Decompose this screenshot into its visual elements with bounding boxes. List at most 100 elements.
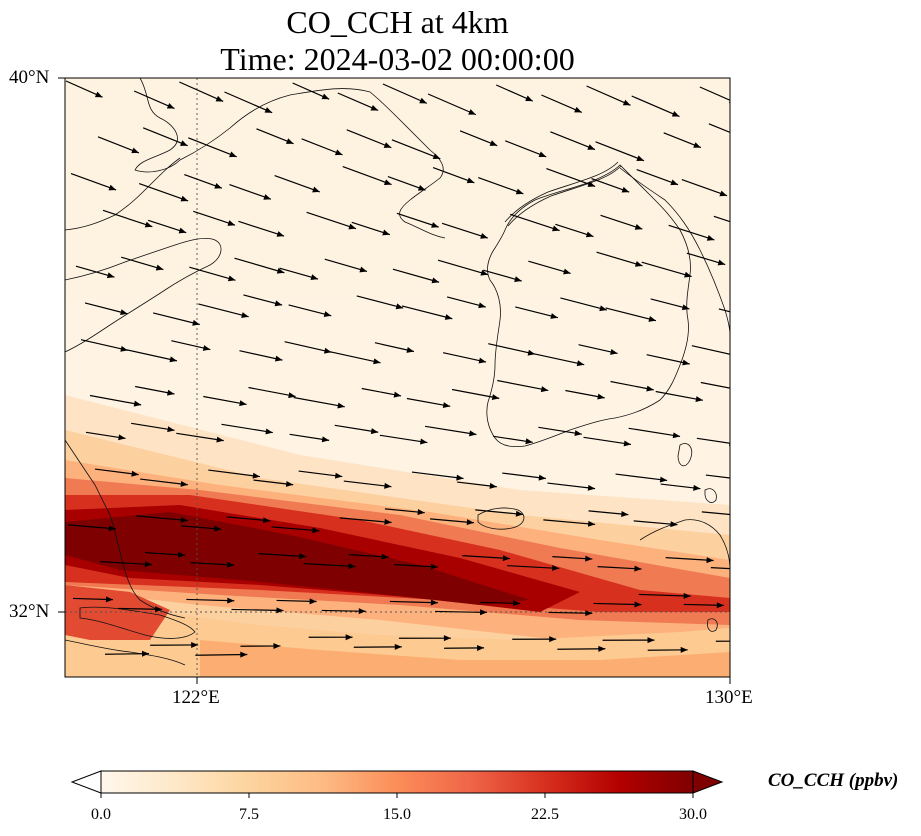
wind-vector-head xyxy=(491,394,500,401)
wind-vector-head xyxy=(478,357,487,364)
wind-vector-head xyxy=(240,651,248,658)
wind-vector-head xyxy=(180,140,188,146)
wind-vector-shaft xyxy=(176,432,224,442)
field-north-band xyxy=(65,78,730,298)
wind-vector-head xyxy=(381,553,389,560)
wind-vector-head xyxy=(623,440,631,447)
wind-vector-head xyxy=(540,386,549,393)
coast-tsushima-2 xyxy=(677,443,693,467)
wind-vector-head xyxy=(120,345,128,352)
wind-vector-shaft xyxy=(142,127,188,147)
wind-vector-shaft xyxy=(324,258,368,273)
wind-vector-head xyxy=(466,177,475,184)
wind-vector-shaft xyxy=(631,95,680,118)
coast-yangtze-estuary xyxy=(79,606,196,639)
wind-vector-shaft xyxy=(238,220,285,237)
wind-vector-shaft xyxy=(229,184,272,200)
wind-vector-shaft xyxy=(610,380,654,391)
wind-vector-head xyxy=(108,184,117,191)
wind-vector-head xyxy=(309,598,317,605)
wind-vector-head xyxy=(430,599,438,606)
wind-vector-shaft xyxy=(321,609,366,612)
wind-vector-head xyxy=(621,510,629,517)
wind-vector-shaft xyxy=(224,91,273,114)
wind-vector-head xyxy=(393,391,402,398)
wind-vector-head xyxy=(444,314,453,320)
colorbar-tick-label-3: 22.5 xyxy=(531,806,559,823)
wind-vector-head xyxy=(672,432,681,439)
wind-vector-head xyxy=(756,227,764,233)
wind-vector-head xyxy=(323,311,332,317)
wind-vector-head xyxy=(167,426,175,433)
wind-vector-head xyxy=(680,646,688,653)
wind-vector-head xyxy=(647,637,655,644)
wind-vector-head xyxy=(431,222,439,228)
wind-vector-head xyxy=(155,264,164,271)
wind-vector-head xyxy=(574,106,582,113)
wind-vector-head xyxy=(192,319,200,326)
wind-vector-shaft xyxy=(239,350,283,361)
wind-vector-head xyxy=(384,482,392,489)
wind-vector-head xyxy=(587,181,596,187)
wind-vector-head xyxy=(585,610,593,617)
wind-vector-shaft xyxy=(541,94,583,113)
wind-vector-head xyxy=(587,520,596,527)
wind-vector-shaft xyxy=(478,177,524,195)
lat-label-40N: 40°N xyxy=(9,67,50,88)
wind-vector-shaft xyxy=(306,211,357,230)
wind-vector-head xyxy=(756,567,763,573)
wind-vector-head xyxy=(227,561,235,568)
wind-vector-head xyxy=(527,349,536,356)
wind-vector-shaft xyxy=(462,555,511,560)
wind-vector-head xyxy=(478,302,486,309)
wind-vector-head xyxy=(706,234,715,241)
wind-vector-head xyxy=(348,223,356,230)
wind-vector-shaft xyxy=(538,426,582,435)
wind-vector-head xyxy=(538,151,547,158)
wind-vector-shaft xyxy=(665,557,714,562)
wind-vector-head xyxy=(670,521,678,528)
wind-vector-head xyxy=(489,140,498,146)
wind-vector-head xyxy=(285,138,294,144)
wind-vector-shaft xyxy=(713,215,730,223)
wind-vector-head xyxy=(345,634,353,641)
lon-label-130E: 130°E xyxy=(705,687,753,708)
wind-vector-shaft xyxy=(533,353,585,366)
wind-vector-shaft xyxy=(99,561,152,566)
wind-vector-head xyxy=(513,600,521,607)
wind-vector-head xyxy=(227,597,235,604)
wind-vector-head xyxy=(144,221,153,228)
colorbar-tick-label-4: 30.0 xyxy=(679,806,707,823)
wind-vector-shaft xyxy=(710,567,730,570)
wind-vector-shaft xyxy=(188,137,237,158)
wind-vector-shaft xyxy=(133,90,175,110)
wind-vector-shaft xyxy=(136,515,188,522)
wind-vector-head xyxy=(312,527,320,534)
wind-vector-head xyxy=(576,360,585,367)
colorbar-label: CO_CCH (ppbv) xyxy=(768,770,899,791)
wind-vector-head xyxy=(515,510,524,517)
wind-vector-head xyxy=(241,312,249,318)
wind-vector-shaft xyxy=(406,397,451,407)
wind-vector-head xyxy=(229,151,237,158)
wind-vector-shaft xyxy=(543,519,596,526)
wind-vector-head xyxy=(94,91,103,98)
wind-vector-shaft xyxy=(546,168,596,188)
colorbar-tick-label-0: 0.0 xyxy=(91,806,111,823)
wind-vector-head xyxy=(742,135,750,141)
wind-vector-head xyxy=(634,260,643,267)
wind-vector-shaft xyxy=(638,593,691,597)
wind-vector-head xyxy=(443,635,451,642)
coast-liaodong xyxy=(134,78,446,239)
wind-vector-shaft xyxy=(442,352,487,363)
wind-vector-head xyxy=(417,184,426,191)
wind-vector-head xyxy=(480,609,488,616)
wind-vector-shaft xyxy=(293,396,345,408)
wind-vector-shaft xyxy=(298,470,343,478)
wind-vector-head xyxy=(118,434,126,441)
wind-vector-shaft xyxy=(705,474,730,479)
wind-vector-head xyxy=(285,480,294,487)
wind-vector-head xyxy=(550,313,558,319)
wind-vector-head xyxy=(431,277,440,284)
